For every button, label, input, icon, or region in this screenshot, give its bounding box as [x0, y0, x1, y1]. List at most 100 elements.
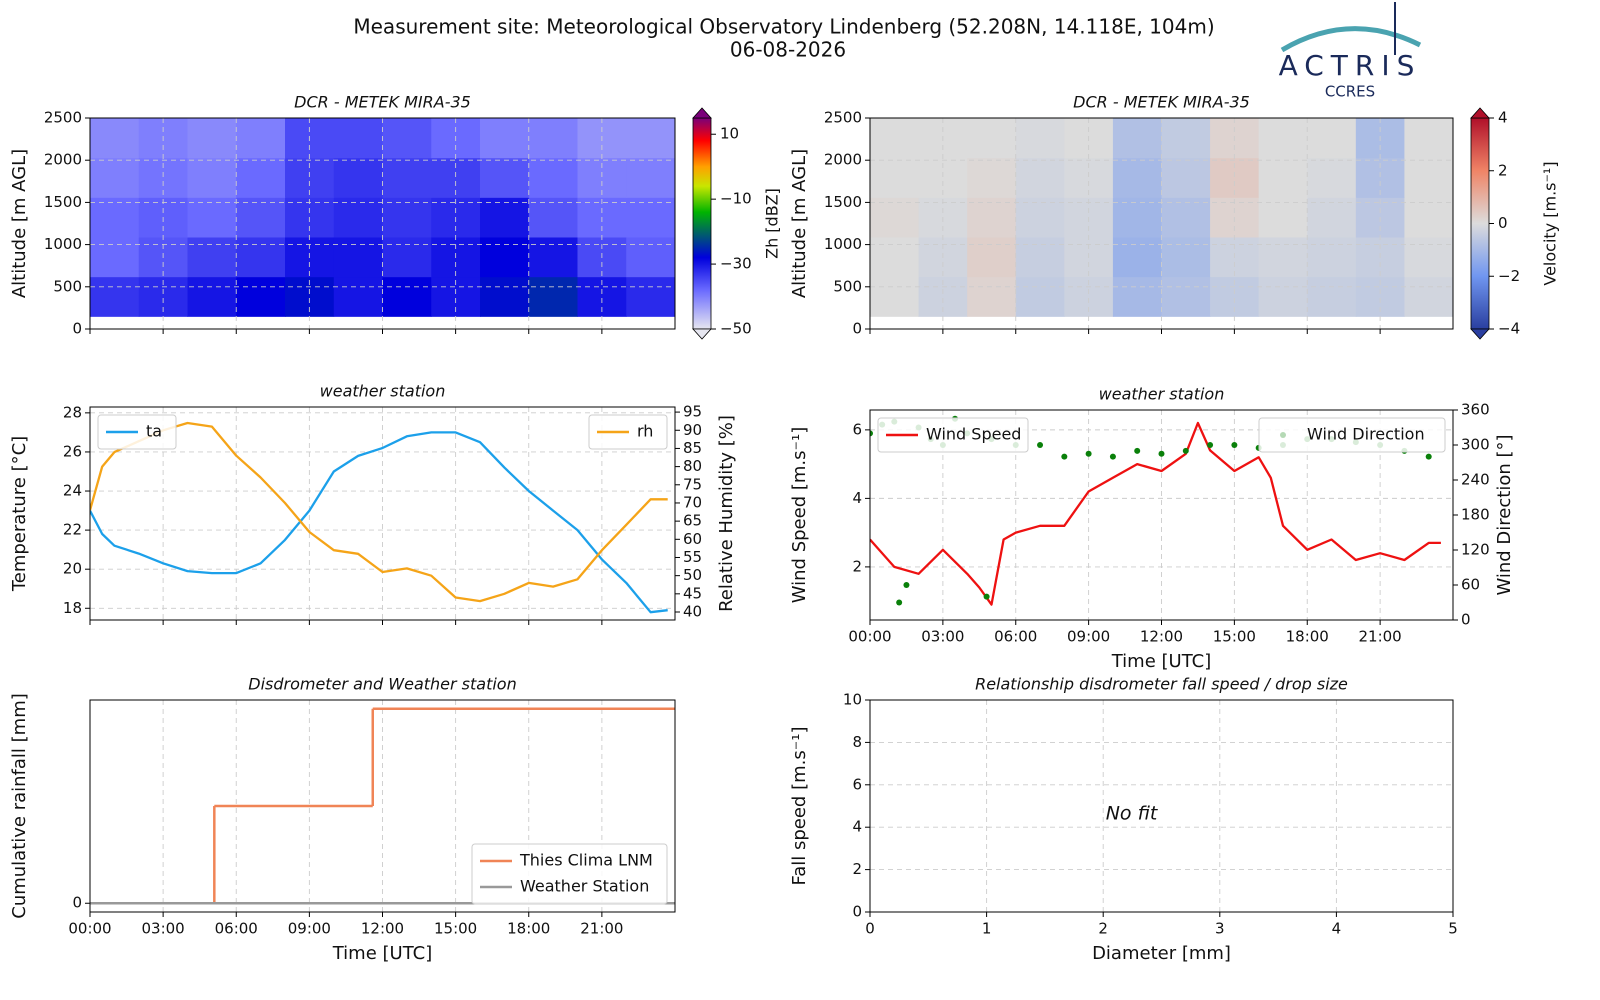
y2-tick-label: 40: [683, 603, 702, 621]
x-tick-label: 5: [1448, 920, 1458, 938]
heatmap-cell: [480, 237, 530, 278]
heatmap-cell: [90, 276, 140, 317]
x-tick-label: 06:00: [994, 628, 1037, 646]
point: [1134, 447, 1141, 454]
heatmap-cell: [967, 276, 1017, 317]
y-tick-label: 1000: [44, 235, 82, 253]
heatmap-cell: [382, 276, 432, 317]
heatmap-cell: [333, 276, 383, 317]
y-tick-label: 500: [833, 277, 862, 295]
point: [870, 430, 873, 437]
heatmap-cell: [1404, 157, 1453, 198]
legend-label: Thies Clima LNM: [519, 851, 653, 870]
heatmap-cell: [967, 237, 1017, 278]
heatmap-cell: [1015, 276, 1065, 317]
y2-tick-label: 60: [683, 530, 702, 548]
colorbar-tick-label: 4: [1498, 109, 1508, 127]
y-axis-label: Fall speed [m.s⁻¹]: [789, 727, 810, 886]
heatmap-cell: [1015, 157, 1065, 198]
heatmap-cell: [236, 237, 286, 278]
heatmap-cell: [236, 197, 286, 238]
y2-tick-label: 85: [683, 439, 702, 457]
heatmap-cell: [528, 157, 578, 198]
heatmap-cell: [187, 197, 237, 238]
heatmap-cell: [528, 197, 578, 238]
plot-frame: [869, 117, 1454, 330]
x-tick-label: 00:00: [848, 628, 891, 646]
heatmap-cell: [870, 237, 920, 278]
heatmap-cell: [90, 197, 140, 238]
heatmap-cell: [870, 197, 920, 238]
logo-subtitle: CCRES: [1325, 83, 1375, 101]
x-tick-label: 12:00: [361, 920, 404, 938]
heatmap-cell: [870, 157, 920, 198]
panel-title: DCR - METEK MIRA-35: [1073, 93, 1250, 112]
point: [1231, 442, 1238, 448]
heatmap-cell: [528, 118, 578, 159]
y-tick-label: 2000: [824, 151, 862, 169]
y2-tick-label: 75: [683, 475, 702, 493]
heatmap-cell: [626, 118, 675, 159]
colorbar-tick-label: −4: [1498, 320, 1520, 338]
heatmap-cell: [1258, 276, 1308, 317]
heatmap-cell: [187, 276, 237, 317]
y-tick-label: 2: [852, 860, 862, 878]
logo-text: ACTRIS: [1279, 49, 1422, 82]
heatmap-cell: [870, 276, 920, 317]
logo-arc: [1280, 26, 1422, 53]
legend-label: Weather Station: [520, 877, 649, 896]
heatmap-cell: [333, 157, 383, 198]
heatmap-cell: [1258, 237, 1308, 278]
y-tick-label: 1500: [44, 193, 82, 211]
y-tick-label: 0: [72, 320, 82, 338]
heatmap-cell: [187, 237, 237, 278]
y-tick-label: 6: [852, 775, 862, 793]
line-series: [90, 431, 668, 614]
colorbar-tick-label: 10: [720, 125, 739, 143]
y-tick-label: 4: [852, 818, 862, 836]
y2-tick-label: 95: [683, 403, 702, 421]
heatmap-cell: [1161, 157, 1211, 198]
heatmap-cell: [90, 237, 140, 278]
y-tick-label: 1000: [824, 235, 862, 253]
x-tick-label: 09:00: [288, 920, 331, 938]
x-tick-label: 03:00: [921, 628, 964, 646]
y2-tick-label: 55: [683, 548, 702, 566]
y-tick-label: 28: [63, 403, 82, 421]
heatmap-cell: [1161, 118, 1211, 159]
y2-tick-label: 90: [683, 421, 702, 439]
heatmap-cell: [1307, 118, 1357, 159]
heatmap-cell: [333, 118, 383, 159]
plot-frame: [869, 409, 1454, 621]
y2-axis-label: Wind Direction [°]: [1494, 434, 1515, 595]
panel-title: weather station: [1099, 385, 1225, 404]
colorbar-tick-label: −50: [720, 320, 752, 338]
colorbar-tick-label: 0: [1498, 214, 1508, 232]
legend-label: rh: [637, 422, 653, 441]
y2-tick-label: 300: [1461, 436, 1490, 454]
heatmap-cell: [382, 197, 432, 238]
x-tick-label: 18:00: [507, 920, 550, 938]
colorbar: [1470, 117, 1490, 330]
plot-frame: [869, 699, 1454, 913]
heatmap-cell: [90, 118, 140, 159]
heatmap-cell: [1307, 237, 1357, 278]
colorbar-extend-top: [692, 107, 712, 119]
point: [1182, 447, 1189, 454]
heatmap-cell: [967, 118, 1017, 159]
heatmap-cell: [1258, 197, 1308, 238]
heatmap-cell: [870, 118, 920, 159]
y2-tick-label: 240: [1461, 471, 1490, 489]
heatmap-cell: [236, 118, 286, 159]
point: [1037, 442, 1044, 448]
heatmap-cell: [480, 276, 530, 317]
heatmap-cell: [1015, 118, 1065, 159]
colorbar-extend-bottom: [1470, 328, 1490, 340]
colorbar-tick-label: 2: [1498, 161, 1508, 179]
heatmap-cell: [480, 157, 530, 198]
heatmap-cell: [967, 157, 1017, 198]
heatmap-cell: [626, 157, 675, 198]
y2-tick-label: 180: [1461, 506, 1490, 524]
x-axis-label: Diameter [mm]: [1092, 943, 1231, 964]
